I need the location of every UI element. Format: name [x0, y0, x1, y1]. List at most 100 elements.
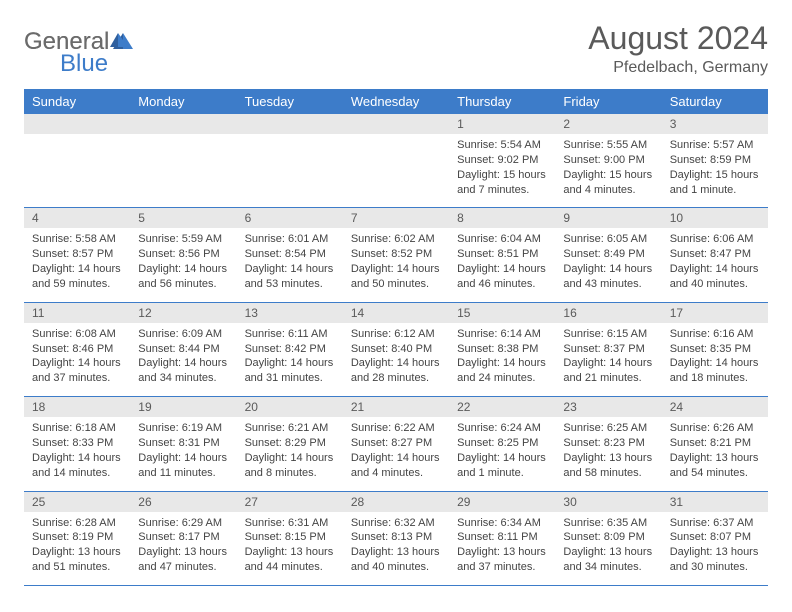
day-content: Sunrise: 6:14 AMSunset: 8:38 PMDaylight:…: [449, 323, 555, 396]
sunrise-text: Sunrise: 6:06 AM: [670, 232, 760, 247]
sunrise-text: Sunrise: 6:09 AM: [138, 327, 228, 342]
day-number: 17: [662, 302, 768, 323]
sunset-text: Sunset: 8:27 PM: [351, 436, 441, 451]
day-number: 12: [130, 302, 236, 323]
sunrise-text: Sunrise: 6:25 AM: [563, 421, 653, 436]
sunset-text: Sunset: 8:37 PM: [563, 342, 653, 357]
daylight-text: Daylight: 15 hours and 4 minutes.: [563, 168, 653, 198]
day-cell: Sunrise: 5:59 AMSunset: 8:56 PMDaylight:…: [130, 228, 236, 302]
day-content: Sunrise: 6:16 AMSunset: 8:35 PMDaylight:…: [662, 323, 768, 396]
sunrise-text: Sunrise: 6:37 AM: [670, 516, 760, 531]
sunset-text: Sunset: 8:07 PM: [670, 530, 760, 545]
sunset-text: Sunset: 8:13 PM: [351, 530, 441, 545]
day-content: Sunrise: 6:15 AMSunset: 8:37 PMDaylight:…: [555, 323, 661, 396]
day-header-wednesday: Wednesday: [343, 89, 449, 114]
day-content: Sunrise: 6:28 AMSunset: 8:19 PMDaylight:…: [24, 512, 130, 585]
sunset-text: Sunset: 8:38 PM: [457, 342, 547, 357]
sunset-text: Sunset: 8:51 PM: [457, 247, 547, 262]
daylight-text: Daylight: 14 hours and 21 minutes.: [563, 356, 653, 386]
daylight-text: Daylight: 14 hours and 4 minutes.: [351, 451, 441, 481]
day-cell: [237, 134, 343, 208]
day-number: [24, 114, 130, 134]
day-number: 7: [343, 208, 449, 229]
sunrise-text: Sunrise: 6:14 AM: [457, 327, 547, 342]
sunset-text: Sunset: 8:33 PM: [32, 436, 122, 451]
sunset-text: Sunset: 8:56 PM: [138, 247, 228, 262]
location: Pfedelbach, Germany: [588, 59, 768, 77]
day-content: Sunrise: 6:01 AMSunset: 8:54 PMDaylight:…: [237, 228, 343, 301]
day-cell: Sunrise: 6:22 AMSunset: 8:27 PMDaylight:…: [343, 417, 449, 491]
day-content: Sunrise: 6:29 AMSunset: 8:17 PMDaylight:…: [130, 512, 236, 585]
day-cell: [343, 134, 449, 208]
daylight-text: Daylight: 13 hours and 54 minutes.: [670, 451, 760, 481]
day-content: Sunrise: 5:54 AMSunset: 9:02 PMDaylight:…: [449, 134, 555, 207]
sunset-text: Sunset: 8:15 PM: [245, 530, 335, 545]
day-number: [343, 114, 449, 134]
day-header-row: Sunday Monday Tuesday Wednesday Thursday…: [24, 89, 768, 114]
sunrise-text: Sunrise: 6:32 AM: [351, 516, 441, 531]
day-content: Sunrise: 6:25 AMSunset: 8:23 PMDaylight:…: [555, 417, 661, 490]
sunrise-text: Sunrise: 6:28 AM: [32, 516, 122, 531]
week-content-row: Sunrise: 6:08 AMSunset: 8:46 PMDaylight:…: [24, 323, 768, 397]
sunset-text: Sunset: 8:40 PM: [351, 342, 441, 357]
day-number: 26: [130, 491, 236, 512]
sunset-text: Sunset: 8:44 PM: [138, 342, 228, 357]
day-content: Sunrise: 6:35 AMSunset: 8:09 PMDaylight:…: [555, 512, 661, 585]
header: General August 2024 Pfedelbach, Germany: [24, 20, 768, 77]
sunset-text: Sunset: 8:25 PM: [457, 436, 547, 451]
sunset-text: Sunset: 8:31 PM: [138, 436, 228, 451]
day-number: 8: [449, 208, 555, 229]
day-number: 16: [555, 302, 661, 323]
day-number: 24: [662, 397, 768, 418]
day-content: Sunrise: 6:26 AMSunset: 8:21 PMDaylight:…: [662, 417, 768, 490]
sunrise-text: Sunrise: 6:31 AM: [245, 516, 335, 531]
day-cell: Sunrise: 6:34 AMSunset: 8:11 PMDaylight:…: [449, 512, 555, 586]
day-cell: Sunrise: 5:54 AMSunset: 9:02 PMDaylight:…: [449, 134, 555, 208]
daylight-text: Daylight: 13 hours and 37 minutes.: [457, 545, 547, 575]
daylight-text: Daylight: 14 hours and 18 minutes.: [670, 356, 760, 386]
day-cell: Sunrise: 6:25 AMSunset: 8:23 PMDaylight:…: [555, 417, 661, 491]
logo-text-blue: Blue: [60, 50, 108, 78]
day-number: 9: [555, 208, 661, 229]
sunrise-text: Sunrise: 6:08 AM: [32, 327, 122, 342]
sunrise-text: Sunrise: 6:19 AM: [138, 421, 228, 436]
sunrise-text: Sunrise: 6:01 AM: [245, 232, 335, 247]
daylight-text: Daylight: 13 hours and 30 minutes.: [670, 545, 760, 575]
day-cell: Sunrise: 6:01 AMSunset: 8:54 PMDaylight:…: [237, 228, 343, 302]
day-content: Sunrise: 6:12 AMSunset: 8:40 PMDaylight:…: [343, 323, 449, 396]
daylight-text: Daylight: 13 hours and 40 minutes.: [351, 545, 441, 575]
daylight-text: Daylight: 14 hours and 59 minutes.: [32, 262, 122, 292]
sunrise-text: Sunrise: 6:21 AM: [245, 421, 335, 436]
daylight-text: Daylight: 15 hours and 7 minutes.: [457, 168, 547, 198]
day-cell: Sunrise: 6:19 AMSunset: 8:31 PMDaylight:…: [130, 417, 236, 491]
day-number: 28: [343, 491, 449, 512]
day-header-tuesday: Tuesday: [237, 89, 343, 114]
day-number: 21: [343, 397, 449, 418]
day-content: Sunrise: 6:02 AMSunset: 8:52 PMDaylight:…: [343, 228, 449, 301]
day-cell: Sunrise: 6:28 AMSunset: 8:19 PMDaylight:…: [24, 512, 130, 586]
daylight-text: Daylight: 13 hours and 47 minutes.: [138, 545, 228, 575]
sunset-text: Sunset: 8:47 PM: [670, 247, 760, 262]
week-content-row: Sunrise: 5:54 AMSunset: 9:02 PMDaylight:…: [24, 134, 768, 208]
day-cell: Sunrise: 6:06 AMSunset: 8:47 PMDaylight:…: [662, 228, 768, 302]
day-cell: Sunrise: 6:02 AMSunset: 8:52 PMDaylight:…: [343, 228, 449, 302]
day-content: Sunrise: 6:11 AMSunset: 8:42 PMDaylight:…: [237, 323, 343, 396]
day-number: 20: [237, 397, 343, 418]
day-number: 19: [130, 397, 236, 418]
week-content-row: Sunrise: 5:58 AMSunset: 8:57 PMDaylight:…: [24, 228, 768, 302]
sunset-text: Sunset: 8:59 PM: [670, 153, 760, 168]
daylight-text: Daylight: 14 hours and 11 minutes.: [138, 451, 228, 481]
day-content: [343, 134, 449, 194]
daylight-text: Daylight: 14 hours and 34 minutes.: [138, 356, 228, 386]
day-number: 23: [555, 397, 661, 418]
sunrise-text: Sunrise: 6:16 AM: [670, 327, 760, 342]
sunset-text: Sunset: 8:52 PM: [351, 247, 441, 262]
daylight-text: Daylight: 14 hours and 43 minutes.: [563, 262, 653, 292]
sunset-text: Sunset: 8:19 PM: [32, 530, 122, 545]
day-number: 11: [24, 302, 130, 323]
sunrise-text: Sunrise: 6:15 AM: [563, 327, 653, 342]
day-cell: Sunrise: 5:58 AMSunset: 8:57 PMDaylight:…: [24, 228, 130, 302]
day-number: 2: [555, 114, 661, 134]
sunset-text: Sunset: 8:17 PM: [138, 530, 228, 545]
day-content: Sunrise: 6:08 AMSunset: 8:46 PMDaylight:…: [24, 323, 130, 396]
